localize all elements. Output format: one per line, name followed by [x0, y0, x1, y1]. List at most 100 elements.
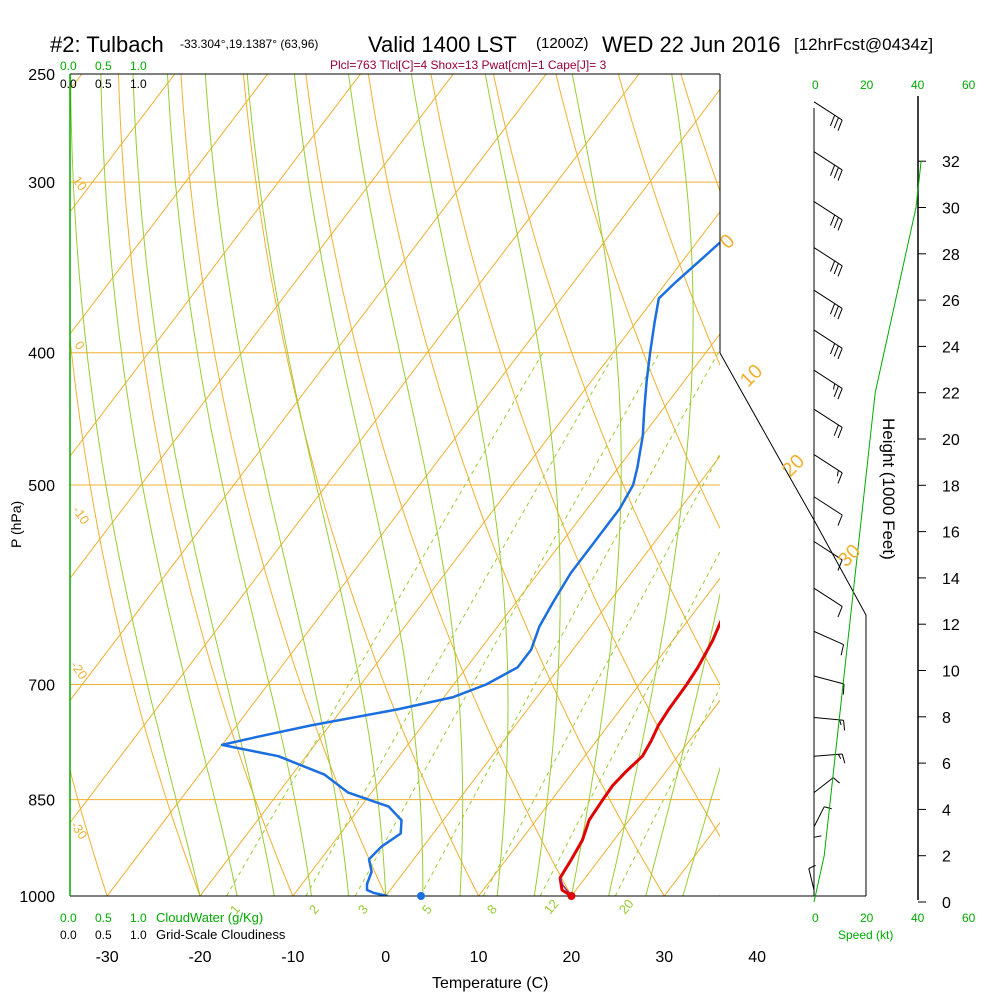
moist-adiabat-line	[484, 74, 561, 896]
top-black-scale-0: 0.0	[60, 77, 77, 91]
height-tick-label: 26	[942, 293, 960, 310]
barb-feather	[837, 308, 843, 320]
barb-feather	[837, 388, 843, 400]
dewpoint-line	[220, 240, 720, 896]
dry-adiabat-label: -10	[70, 503, 93, 527]
top-green-scale-0: 0.0	[60, 59, 77, 73]
cloud-water-label: CloudWater (g/Kg)	[156, 910, 263, 925]
moist-adiabat-line	[166, 74, 312, 896]
barb-shaft	[808, 868, 815, 891]
isotherm-line	[385, 455, 720, 896]
p-tick-label: 850	[28, 793, 55, 810]
top-black-scale-2: 1.0	[130, 77, 147, 91]
zulu-time: (1200Z)	[536, 35, 589, 52]
height-tick-label: 10	[942, 664, 960, 681]
moist-adiabat-label: 30	[834, 540, 865, 571]
dry-adiabat-line	[555, 74, 720, 530]
isotherm-line	[70, 74, 269, 335]
wind-barb	[813, 587, 843, 618]
barb-feather	[813, 835, 822, 838]
dry-adiabat-line	[70, 333, 201, 896]
barb-shaft	[813, 716, 844, 721]
height-tick-label: 8	[942, 710, 951, 727]
wind-barb	[813, 151, 843, 181]
isotherm-line	[477, 577, 720, 896]
speed-top-0: 0	[812, 78, 819, 92]
moist-adiabat-line	[645, 592, 720, 896]
dry-adiabat-line	[70, 768, 108, 896]
wind-barb	[813, 247, 843, 277]
moist-adiabat-label: 10	[736, 360, 767, 391]
x-tick-label: -20	[188, 949, 211, 966]
moist-adiabat-line	[246, 74, 387, 896]
barb-feather	[832, 777, 840, 784]
moist-adiabat-line	[682, 766, 720, 896]
barb-feather	[833, 424, 839, 436]
barb-feather	[837, 606, 843, 618]
p-tick-label: 700	[28, 678, 55, 695]
speed-top-40: 40	[911, 78, 925, 92]
moist-adiabat-line	[719, 894, 720, 896]
x-tick-label: -30	[96, 949, 119, 966]
dry-adiabat-line	[617, 74, 720, 367]
p-tick-label: 500	[28, 478, 55, 495]
wind-barb	[813, 369, 843, 400]
speed-top-60: 60	[962, 78, 976, 92]
barb-shaft	[813, 289, 843, 309]
barb-feather	[833, 167, 839, 179]
mixing-ratio-label: 5	[419, 902, 435, 917]
isotherm-line	[199, 210, 720, 896]
station-coords: -33.304°,19.1387° (63,96)	[180, 37, 318, 51]
station-title: #2: Tulbach	[50, 32, 164, 57]
top-green-scale-2: 1.0	[130, 59, 147, 73]
valid-time: Valid 1400 LST	[368, 32, 517, 57]
barb-feather	[830, 303, 836, 315]
barb-feather	[837, 219, 843, 231]
bottom-green-scale-0: 0.0	[60, 911, 77, 925]
moist-adiabat-line	[70, 74, 201, 896]
barb-shaft	[813, 777, 834, 794]
barb-feather	[837, 754, 842, 760]
top-black-scale-1: 0.5	[95, 77, 112, 91]
dry-adiabat-line	[0, 50, 23, 925]
bottom-green-scale-2: 1.0	[130, 911, 147, 925]
wind-barb	[813, 777, 840, 794]
barb-shaft	[813, 247, 843, 267]
barb-feather	[833, 305, 839, 317]
cloudiness-label: Grid-Scale Cloudiness	[156, 927, 286, 942]
bottom-black-scale-0: 0.0	[60, 928, 77, 942]
wind-barb	[813, 454, 843, 484]
barb-feather	[830, 115, 836, 126]
height-tick-label: 0	[942, 895, 951, 912]
x-tick-label: 10	[470, 949, 488, 966]
height-tick-label: 24	[942, 339, 960, 356]
barb-shaft	[813, 329, 843, 349]
mixing-ratio-label: 20	[616, 896, 637, 917]
barb-shaft	[813, 454, 843, 474]
top-green-scale-1: 0.5	[95, 59, 112, 73]
p-tick-label: 300	[28, 175, 55, 192]
mixing-ratio-label: 2	[306, 902, 322, 917]
dry-adiabat-line	[367, 74, 665, 896]
dry-adiabat-line	[430, 74, 720, 838]
height-tick-label: 14	[942, 571, 960, 588]
wind-barb	[813, 753, 846, 764]
surface-temp-dot	[567, 892, 576, 900]
height-tick-label: 4	[942, 802, 951, 819]
bottom-black-scale-2: 1.0	[130, 928, 147, 942]
height-tick-label: 28	[942, 247, 960, 264]
height-tick-label: 22	[942, 386, 960, 403]
mixing-ratio-line	[419, 352, 719, 896]
temperature-line	[558, 619, 720, 896]
plot-frame	[69, 73, 926, 903]
moist-adiabat-line	[100, 74, 238, 896]
barb-feather	[830, 214, 836, 226]
barb-shaft	[813, 151, 843, 171]
barb-feather	[837, 472, 843, 484]
barb-shaft	[813, 101, 843, 121]
isotherm-line	[292, 333, 720, 896]
barb-feather	[824, 806, 832, 810]
stability-indices: Plcl=763 Tlcl[C]=4 Shox=13 Pwat[cm]=1 Ca…	[330, 58, 607, 72]
wind-barb	[808, 864, 816, 891]
